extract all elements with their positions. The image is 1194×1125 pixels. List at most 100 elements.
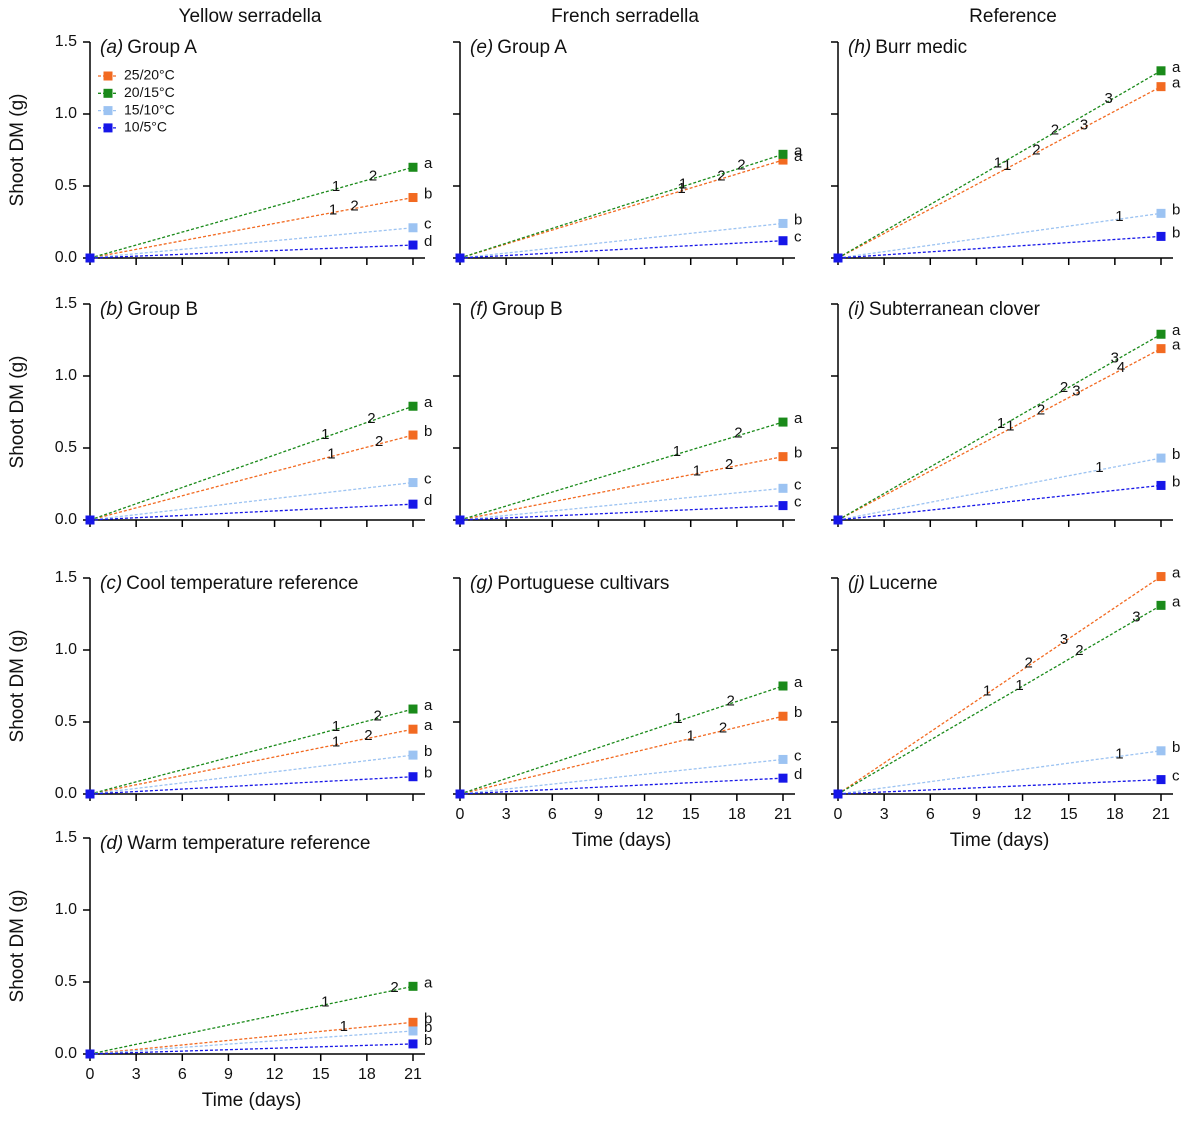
panel-name: Lucerne — [869, 573, 938, 594]
x-tick-label: 21 — [774, 806, 792, 823]
point — [778, 501, 788, 511]
x-tick-label: 3 — [880, 806, 889, 823]
panel-letter: (a) — [100, 37, 123, 58]
line-annotation: 2 — [373, 707, 381, 724]
series-line — [837, 604, 1162, 795]
line-annotation: 3 — [1105, 90, 1113, 107]
series-line — [89, 708, 414, 795]
line-annotation: 2 — [390, 979, 398, 996]
x-tick-label: 21 — [1152, 806, 1170, 823]
point — [778, 681, 788, 691]
y-tick-label: 1.5 — [55, 829, 77, 846]
point — [408, 193, 418, 203]
point — [778, 218, 788, 228]
significance-label: b — [424, 1019, 432, 1036]
line-annotation: 1 — [983, 683, 991, 700]
line-annotation: 1 — [329, 201, 337, 218]
significance-label: c — [794, 494, 802, 511]
series-line — [837, 348, 1162, 521]
x-tick-label: 3 — [502, 806, 511, 823]
x-tick-label: 9 — [972, 806, 981, 823]
series-line — [459, 222, 784, 259]
point — [408, 1017, 418, 1027]
point — [778, 417, 788, 427]
legend-label: 25/20°C — [124, 67, 175, 83]
series-line — [89, 244, 414, 259]
series-line — [837, 333, 1162, 521]
line-annotation: 1 — [677, 180, 685, 197]
line-annotation: 2 — [719, 720, 727, 737]
panel-letter: (i) — [848, 299, 865, 320]
significance-label: b — [424, 1032, 432, 1049]
y-axis-label: Shoot DM (g) — [7, 94, 28, 207]
line-annotation: 2 — [1025, 655, 1033, 672]
panel-name: Portuguese cultivars — [497, 573, 669, 594]
line-annotation: 1 — [321, 994, 329, 1011]
x-tick-label: 3 — [132, 1066, 141, 1083]
line-annotation: 1 — [1015, 677, 1023, 694]
panel: 0.0 0.5 1.0 1.5 Shoot DM (g) (b) Group B 1 2 b 1 2 a… — [7, 295, 433, 528]
line-annotation: 1 — [674, 710, 682, 727]
legend-swatch — [103, 123, 113, 133]
legend-swatch — [103, 71, 113, 81]
y-tick-label: 1.0 — [55, 367, 77, 384]
series-line — [459, 456, 784, 521]
series-line — [89, 196, 414, 259]
point — [1156, 231, 1166, 241]
panel-name: Warm temperature reference — [127, 833, 370, 854]
y-tick-label: 0.0 — [55, 511, 77, 528]
significance-label: a — [794, 410, 803, 427]
series-line — [837, 86, 1162, 259]
significance-label: d — [424, 233, 432, 250]
panel-title: (c) Cool temperature reference — [100, 573, 359, 594]
point — [85, 515, 95, 525]
series-line — [459, 685, 784, 795]
panel-letter: (f) — [470, 299, 488, 320]
panel-title: (j) Lucerne — [848, 573, 938, 594]
panel-name: Subterranean clover — [869, 299, 1041, 320]
panel: (h) Burr medic 1 2 3 a 1 2 3 a 1 bb — [831, 37, 1181, 265]
point — [408, 499, 418, 509]
significance-label: b — [1172, 739, 1180, 756]
line-annotation: 1 — [1115, 745, 1123, 762]
series-line — [837, 750, 1162, 795]
significance-label: c — [794, 476, 802, 493]
significance-label: a — [1172, 59, 1181, 76]
legend-swatch — [103, 88, 113, 98]
point — [1156, 453, 1166, 463]
significance-label: a — [794, 142, 803, 159]
significance-label: b — [1172, 201, 1180, 218]
point — [778, 483, 788, 493]
point — [408, 981, 418, 991]
line-annotation: 2 — [725, 456, 733, 473]
x-tick-label: 0 — [86, 1066, 95, 1083]
y-axis-label: Shoot DM (g) — [7, 890, 28, 1003]
panel-letter: (c) — [100, 573, 122, 594]
point — [408, 223, 418, 233]
column-title: Reference — [969, 6, 1057, 27]
x-tick-label: 9 — [224, 1066, 233, 1083]
point — [408, 1026, 418, 1036]
line-annotation: 2 — [350, 197, 358, 214]
point — [408, 772, 418, 782]
point — [408, 1039, 418, 1049]
panel-title: (b) Group B — [100, 299, 198, 320]
series-line — [89, 166, 414, 259]
x-tick-label: 0 — [456, 806, 465, 823]
line-annotation: 1 — [693, 463, 701, 480]
significance-label: b — [794, 211, 802, 228]
point — [833, 515, 843, 525]
series-line — [459, 487, 784, 521]
line-annotation: 4 — [1117, 359, 1125, 376]
significance-label: c — [1172, 768, 1180, 785]
significance-label: c — [424, 471, 432, 488]
point — [833, 253, 843, 263]
line-annotation: 1 — [1006, 418, 1014, 435]
significance-label: b — [424, 185, 432, 202]
series-line — [89, 754, 414, 795]
panel: (e) Group A 1 2 a 1 2 a bc — [453, 37, 803, 265]
